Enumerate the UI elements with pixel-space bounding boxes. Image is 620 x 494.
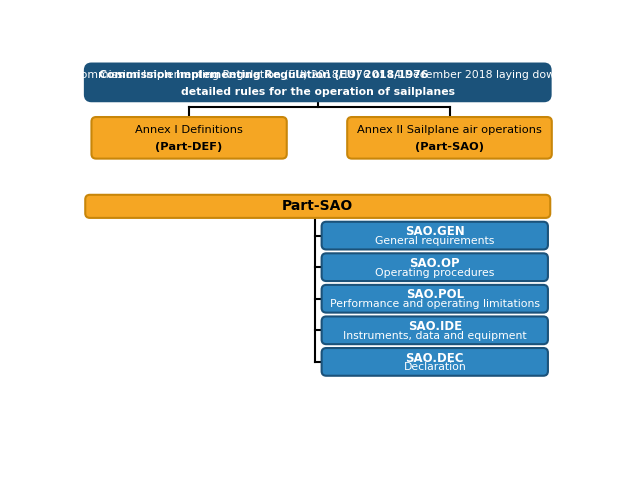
- FancyBboxPatch shape: [322, 253, 548, 281]
- Text: SAO.OP: SAO.OP: [409, 257, 460, 270]
- Text: SAO.IDE: SAO.IDE: [408, 320, 462, 333]
- Text: Performance and operating limitations: Performance and operating limitations: [330, 299, 540, 309]
- Text: (Part-DEF): (Part-DEF): [156, 142, 223, 152]
- Text: SAO.POL: SAO.POL: [405, 288, 464, 301]
- Text: General requirements: General requirements: [375, 236, 495, 246]
- Text: Part-SAO: Part-SAO: [282, 200, 353, 213]
- Text: Annex II Sailplane air operations: Annex II Sailplane air operations: [357, 125, 542, 135]
- Text: detailed rules for the operation of sailplanes: detailed rules for the operation of sail…: [181, 86, 454, 97]
- FancyBboxPatch shape: [322, 285, 548, 313]
- Text: (Part-SAO): (Part-SAO): [415, 142, 484, 152]
- Text: Annex I Definitions: Annex I Definitions: [135, 125, 243, 135]
- FancyBboxPatch shape: [86, 64, 551, 101]
- Text: Commission Implementing Regulation (EU) 2018/1976 of 14 December 2018 laying dow: Commission Implementing Regulation (EU) …: [73, 71, 562, 81]
- Text: Commission Implementing Regulation (EU) 2018/1976: Commission Implementing Regulation (EU) …: [99, 71, 428, 81]
- FancyBboxPatch shape: [322, 222, 548, 249]
- Text: Instruments, data and equipment: Instruments, data and equipment: [343, 330, 526, 341]
- FancyBboxPatch shape: [86, 195, 551, 218]
- Text: Operating procedures: Operating procedures: [375, 268, 495, 278]
- FancyBboxPatch shape: [322, 348, 548, 376]
- Text: SAO.GEN: SAO.GEN: [405, 225, 464, 238]
- Text: Declaration: Declaration: [404, 362, 466, 372]
- Text: SAO.DEC: SAO.DEC: [405, 352, 464, 365]
- FancyBboxPatch shape: [322, 317, 548, 344]
- FancyBboxPatch shape: [92, 117, 286, 159]
- FancyBboxPatch shape: [347, 117, 552, 159]
